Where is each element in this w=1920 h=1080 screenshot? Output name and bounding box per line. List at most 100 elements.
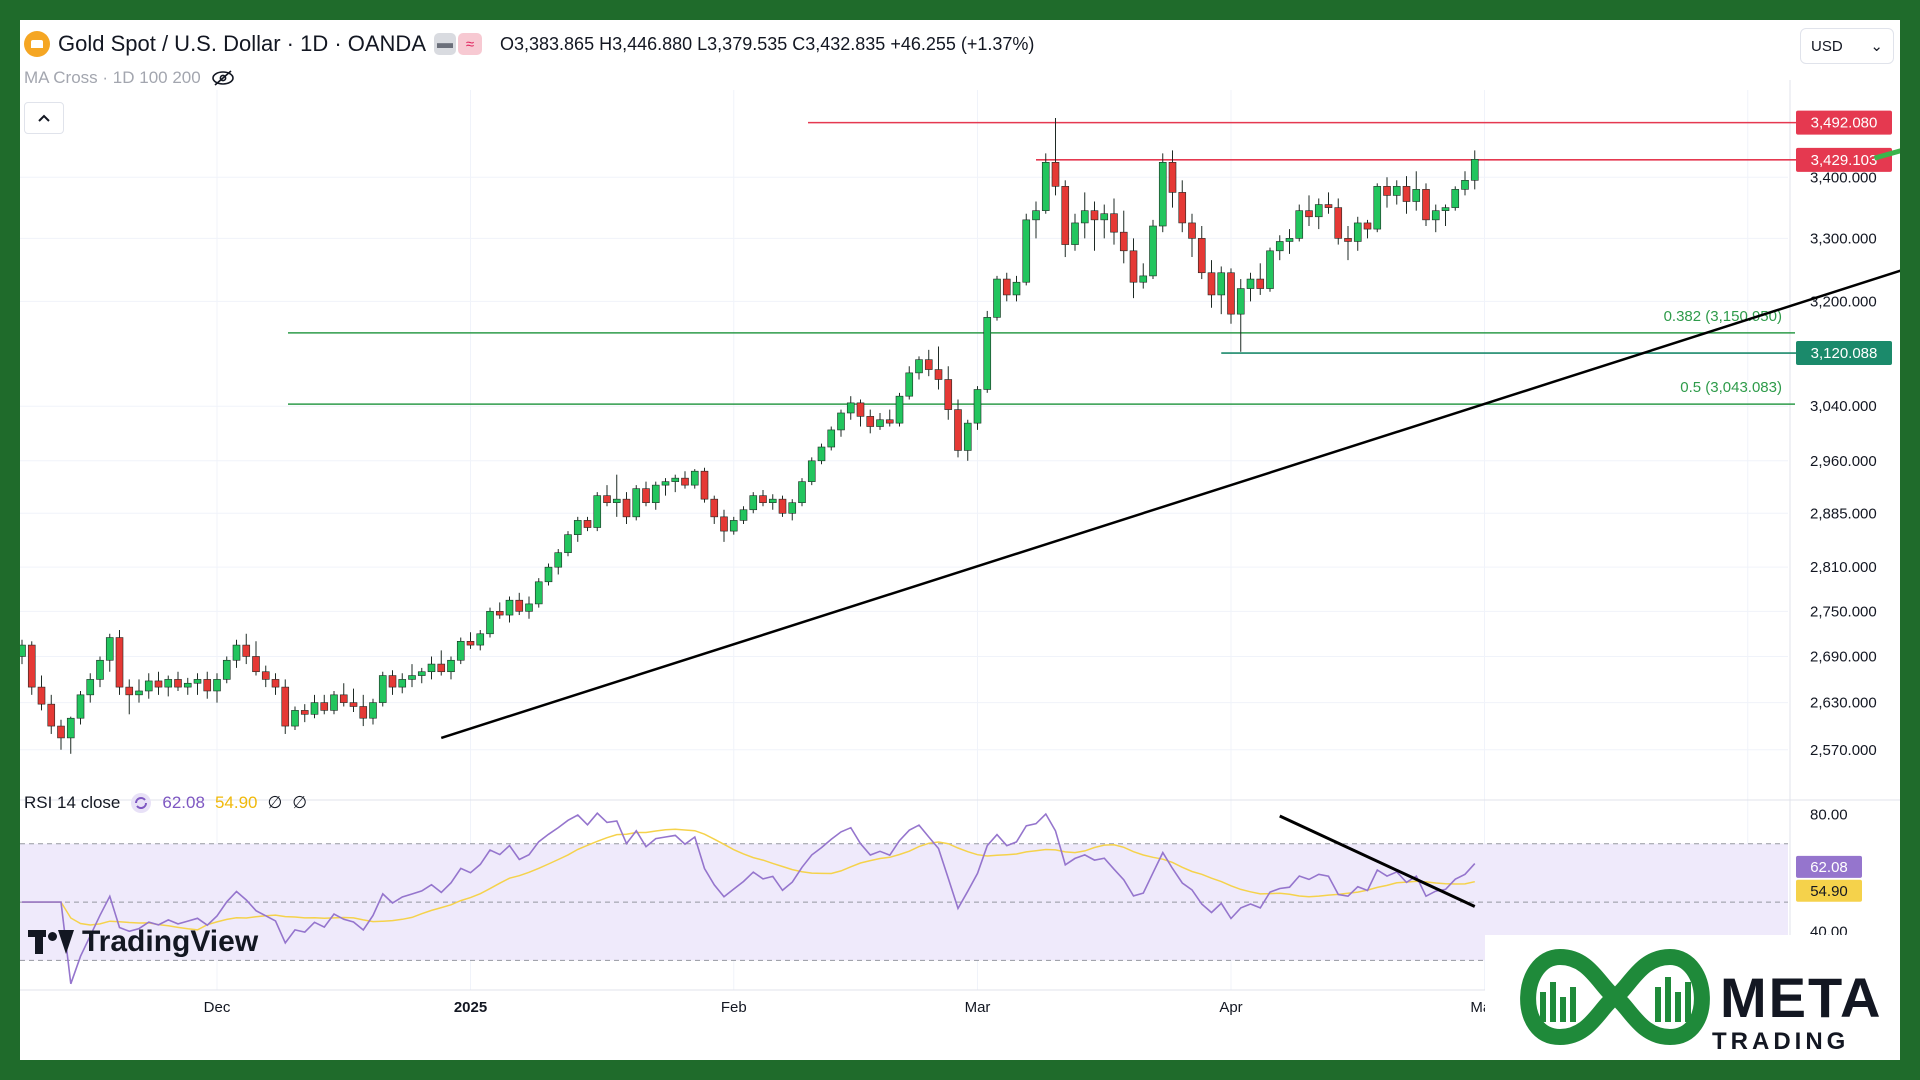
candle-body <box>505 599 514 616</box>
candle-body <box>174 679 182 688</box>
rsi-legend[interactable]: RSI 14 close 62.08 54.90 ∅ ∅ <box>24 792 307 814</box>
price-tick-label: 3,400.000 <box>1810 169 1877 186</box>
candle-body <box>671 477 680 482</box>
candle-body <box>320 702 329 711</box>
candle-body <box>934 369 943 380</box>
candle-body <box>622 498 631 518</box>
candle-body <box>856 402 865 417</box>
candle-body <box>515 599 524 612</box>
time-tick-label: 2025 <box>454 999 487 1016</box>
candle-body <box>232 644 241 661</box>
eye-off-icon[interactable] <box>211 70 235 86</box>
candle-body <box>242 644 251 657</box>
candle-body <box>1363 222 1372 230</box>
candle-body <box>681 477 689 486</box>
chart-frame: 3,400.000 3,300.000 3,200.000 3,040.000 2,96… <box>20 20 1900 1060</box>
candle-body <box>915 359 923 374</box>
candle-body <box>1285 238 1294 242</box>
candle-body <box>437 663 446 673</box>
rsi-extra-2: ∅ <box>292 793 308 812</box>
candle-body <box>1431 210 1440 221</box>
candle-body <box>1227 272 1235 315</box>
candle-body <box>739 509 748 521</box>
candle-body <box>66 717 75 739</box>
candle-body <box>544 566 553 583</box>
fib-level-label: 0.5 (3,043.083) <box>1680 379 1782 396</box>
candle-body <box>1353 222 1362 242</box>
candle-body <box>115 637 124 688</box>
support-price-label: 3,120.088 <box>1811 345 1878 362</box>
collapse-legend-button[interactable] <box>24 102 64 134</box>
candle-body <box>105 637 114 661</box>
candle-body <box>1139 275 1148 283</box>
resistance-price-label: 3,429.103 <box>1811 152 1878 169</box>
candle-body <box>817 446 826 462</box>
candle-body <box>924 359 933 370</box>
rsi-tick-label: 80.00 <box>1810 807 1848 824</box>
candle-body <box>193 679 202 684</box>
rsi-title[interactable]: RSI 14 close <box>24 793 121 812</box>
candle-body <box>144 680 153 692</box>
candle-body <box>417 671 426 676</box>
meta-brand-text: META <box>1720 966 1883 1029</box>
candle-body <box>486 611 494 635</box>
candle-body <box>905 372 914 397</box>
candle-body <box>954 409 962 451</box>
candle-body <box>1080 210 1089 224</box>
candle-body <box>866 416 875 427</box>
candle-body <box>768 498 777 503</box>
symbol-title[interactable]: Gold Spot / U.S. Dollar · 1D · OANDA <box>58 31 426 56</box>
rsi-ma-tag <box>1796 879 1862 902</box>
candle-body <box>1071 222 1079 245</box>
candle-body <box>1207 272 1216 296</box>
candle-body <box>1266 250 1274 289</box>
candle-body <box>983 317 992 390</box>
candle-body <box>1100 213 1109 221</box>
candle-body <box>1188 222 1196 239</box>
minus-icon[interactable]: ▬ <box>434 33 456 55</box>
candle-body <box>788 502 797 514</box>
candle-body <box>1344 238 1352 242</box>
candle-body <box>261 671 270 680</box>
candle-body <box>1412 189 1421 202</box>
candle-body <box>369 702 377 719</box>
indicator-label[interactable]: MA Cross · 1D 100 200 <box>24 68 201 87</box>
currency-value: USD <box>1811 37 1843 55</box>
candle-body <box>885 419 894 424</box>
candle-body <box>1002 278 1011 296</box>
candle-body <box>583 520 592 528</box>
chart-header: Gold Spot / U.S. Dollar · 1D · OANDA ▬ ≈… <box>24 30 1034 58</box>
chart-canvas[interactable]: 3,400.000 3,300.000 3,200.000 3,040.000 2,96… <box>20 20 1900 1060</box>
rsi-line <box>22 812 1476 985</box>
rsi-extra-1: ∅ <box>267 793 283 812</box>
candle-body <box>1295 210 1304 239</box>
candle-body <box>1110 213 1118 233</box>
candle-body <box>807 460 816 482</box>
candle-body <box>1373 186 1382 230</box>
candle-body <box>37 686 46 705</box>
candle-body <box>564 534 572 553</box>
candle-body <box>1470 159 1479 181</box>
candle-body <box>222 659 231 680</box>
candle-body <box>495 611 504 616</box>
rsi-value: 62.08 <box>162 793 205 812</box>
tradingview-logo[interactable]: TradingView <box>28 925 258 959</box>
candle-body <box>1314 204 1323 218</box>
candle-body <box>76 694 85 719</box>
candle-body <box>1422 189 1430 221</box>
indicator-legend[interactable]: MA Cross · 1D 100 200 <box>24 68 235 88</box>
candle-body <box>1441 207 1450 211</box>
target-arrow-shaft <box>1873 148 1900 161</box>
currency-select[interactable]: USD ⌄ <box>1800 28 1894 64</box>
candle-body <box>642 488 650 503</box>
ohlc-values: O3,383.865 H3,446.880 L3,379.535 C3,432.… <box>500 33 1035 54</box>
candle-body <box>651 484 660 503</box>
refresh-icon[interactable] <box>130 792 152 814</box>
candle-body <box>310 702 319 715</box>
candle-body <box>339 694 348 703</box>
candle-body <box>1041 162 1050 211</box>
candle-body <box>388 675 397 688</box>
candle-body <box>603 495 611 503</box>
wave-icon[interactable]: ≈ <box>458 33 482 55</box>
candle-body <box>1051 162 1060 187</box>
